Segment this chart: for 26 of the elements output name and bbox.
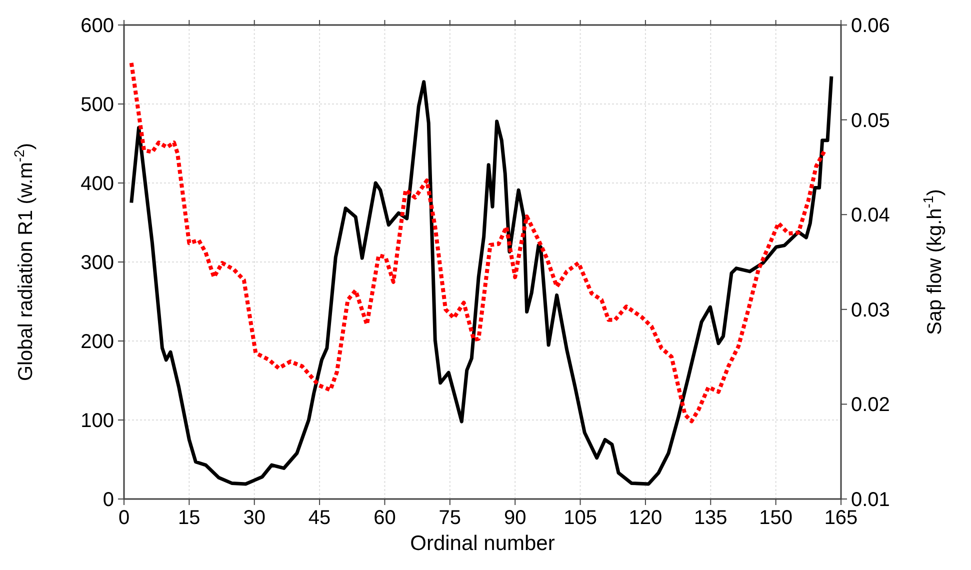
y-tick-label: 200 bbox=[80, 331, 114, 353]
line-series bbox=[129, 60, 827, 424]
y-tick-label: 400 bbox=[80, 173, 114, 195]
y2-tick-label: 0.04 bbox=[851, 204, 890, 227]
y-tick-label: 300 bbox=[80, 252, 114, 274]
y2-tick-label: 0.06 bbox=[851, 15, 890, 37]
x-tick-label: 150 bbox=[759, 507, 793, 529]
line-series bbox=[130, 74, 834, 486]
x-tick-label: 105 bbox=[564, 507, 597, 529]
x-tick-label: 0 bbox=[118, 507, 130, 529]
y2-tick-label: 0.03 bbox=[851, 299, 890, 322]
x-tick-label: 90 bbox=[504, 507, 526, 529]
x-tick-label: 30 bbox=[243, 507, 266, 529]
x-tick-label: 75 bbox=[438, 507, 462, 529]
y-tick-label: 600 bbox=[80, 15, 114, 37]
x-tick-label: 120 bbox=[628, 507, 662, 529]
y-tick-label: 500 bbox=[80, 94, 114, 116]
y2-tick-label: 0.02 bbox=[851, 394, 890, 416]
x-tick-label: 135 bbox=[694, 507, 728, 529]
x-tick-label: 60 bbox=[374, 507, 396, 529]
x-tick-label: 45 bbox=[308, 507, 331, 529]
x-tick-label: 15 bbox=[178, 507, 200, 529]
y-tick-label: 100 bbox=[80, 410, 114, 432]
y2-tick-label: 0.05 bbox=[851, 110, 890, 132]
x-axis-title: Ordinal number bbox=[410, 532, 555, 555]
y-tick-label: 0 bbox=[102, 489, 114, 511]
